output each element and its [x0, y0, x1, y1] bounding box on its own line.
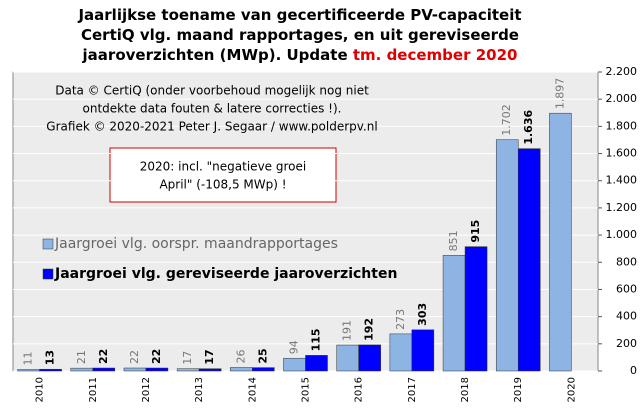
y-tick-label: 600 — [616, 282, 637, 295]
bar — [92, 367, 116, 372]
y-tick-label: 2.200 — [606, 65, 638, 78]
value-label: 192 — [363, 318, 376, 341]
value-label: 1.897 — [553, 78, 566, 110]
value-label: 22 — [150, 349, 163, 364]
value-label: 851 — [447, 230, 460, 251]
source-note: Grafiek © 2020-2021 Peter J. Segaar / ww… — [46, 120, 377, 134]
value-label: 915 — [469, 220, 482, 243]
title-text: CertiQ vlg. maand rapportages, en uit ge… — [81, 26, 519, 44]
y-tick-label: 1.200 — [606, 201, 638, 214]
value-label: 1.636 — [522, 110, 535, 145]
x-tick-label: 2014 — [247, 377, 258, 402]
x-tick-label: 2013 — [194, 377, 205, 402]
bar — [305, 355, 328, 372]
value-label: 21 — [75, 350, 88, 364]
source-note: ontdekte data fouten & latere correcties… — [83, 102, 342, 116]
bar — [145, 367, 169, 372]
bar — [549, 112, 572, 372]
y-tick-label: 800 — [616, 255, 637, 268]
chart-title: Jaarlijkse toename van gecertificeerde P… — [77, 6, 521, 24]
x-tick-label: 2011 — [88, 377, 99, 402]
y-tick-label: 400 — [616, 310, 637, 323]
y-tick-label: 200 — [616, 337, 637, 350]
value-label: 191 — [341, 320, 354, 341]
annotation-text: 2020: incl. "negatieve groei — [140, 160, 306, 174]
x-tick-label: 2012 — [141, 377, 152, 402]
x-tick-label: 2016 — [354, 377, 365, 402]
x-tick-label: 2017 — [407, 377, 418, 402]
y-tick-label: 1.800 — [606, 119, 638, 132]
bar — [411, 329, 435, 372]
value-label: 273 — [394, 309, 407, 330]
bar — [252, 367, 275, 372]
title-text: Jaarlijkse toename van gecertificeerde P… — [77, 6, 521, 24]
bar — [283, 357, 306, 372]
value-label: 13 — [44, 350, 57, 365]
value-label: 11 — [22, 352, 35, 366]
bar — [230, 367, 253, 372]
x-tick-label: 2010 — [35, 377, 46, 402]
bar — [442, 255, 466, 372]
legend-label: Jaargroei vlg. gereviseerde jaaroverzich… — [54, 266, 397, 282]
value-label: 22 — [97, 349, 110, 364]
bar — [358, 344, 381, 372]
value-label: 115 — [310, 328, 323, 351]
x-tick-label: 2018 — [460, 377, 471, 402]
value-label: 26 — [234, 349, 247, 363]
bar — [39, 368, 62, 372]
value-label: 1.702 — [500, 104, 513, 136]
bar — [495, 139, 519, 372]
bar — [70, 367, 94, 372]
annotation-text: April" (-108,5 MWp) ! — [159, 178, 286, 192]
bar — [198, 368, 222, 372]
bar — [464, 246, 488, 372]
annotation-box — [109, 147, 337, 203]
x-tick-label: 2019 — [513, 377, 524, 402]
value-label: 22 — [128, 350, 141, 364]
value-label: 17 — [181, 351, 194, 365]
x-tick-label: 2015 — [301, 377, 312, 402]
value-label: 25 — [256, 348, 269, 363]
chart-title: CertiQ vlg. maand rapportages, en uit ge… — [81, 26, 519, 44]
bar — [389, 333, 413, 372]
source-note: Data © CertiQ (onder voorbehoud mogelijk… — [55, 84, 369, 98]
bar — [517, 148, 541, 372]
value-label: 17 — [203, 349, 216, 364]
bar — [176, 368, 200, 372]
y-tick-label: 0 — [630, 364, 637, 377]
y-tick-label: 1.600 — [606, 147, 638, 160]
legend-label: Jaargroei vlg. oorspr. maandrapportages — [54, 236, 338, 252]
value-label: 94 — [288, 340, 301, 354]
value-label: 303 — [416, 303, 429, 326]
y-tick-label: 1.400 — [606, 174, 638, 187]
legend-swatch — [42, 238, 54, 250]
y-tick-label: 2.000 — [606, 92, 638, 105]
legend-swatch — [42, 268, 54, 280]
chart-title: jaaroverzichten (MWp). Update tm. decemb… — [82, 46, 518, 64]
bar — [17, 369, 40, 372]
bar — [123, 367, 147, 372]
y-tick-label: 1.000 — [606, 228, 638, 241]
x-tick-label: 2020 — [566, 377, 577, 402]
bar — [336, 344, 359, 372]
title-text: jaaroverzichten (MWp). Update — [82, 46, 353, 64]
title-highlight: tm. december 2020 — [353, 46, 518, 64]
